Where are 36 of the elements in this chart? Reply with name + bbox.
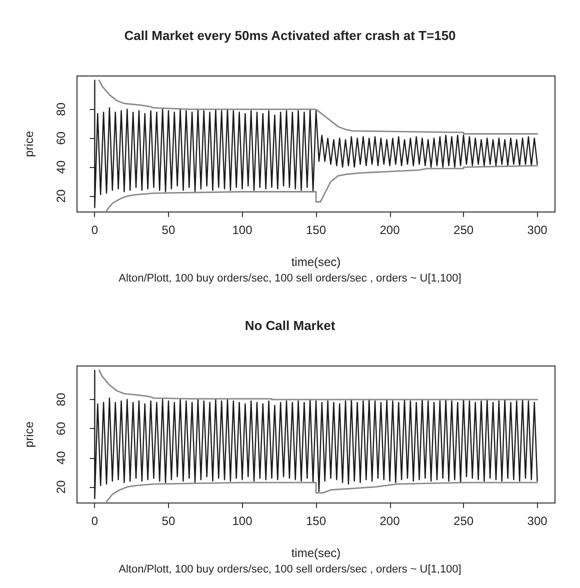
x-tick-label: 0 (91, 514, 98, 528)
x-tick-label: 250 (454, 223, 474, 237)
y-tick-label: 40 (54, 450, 68, 464)
y-tick-label: 60 (54, 422, 68, 436)
line-series (94, 370, 538, 500)
x-axis-title: time(sec) (291, 546, 341, 560)
x-tick-label: 300 (527, 223, 548, 237)
y-tick-label: 80 (54, 392, 68, 406)
y-tick-label: 20 (54, 189, 68, 203)
line-series (106, 482, 538, 502)
line-series (106, 165, 538, 212)
y-tick-label: 80 (54, 102, 68, 116)
line-series (94, 80, 538, 208)
line-series (98, 80, 538, 135)
y-tick-label: 40 (54, 160, 68, 174)
line-series (98, 370, 538, 400)
x-tick-label: 100 (232, 514, 253, 528)
x-tick-label: 250 (454, 514, 474, 528)
x-tick-label: 300 (527, 514, 548, 528)
x-tick-label: 150 (306, 223, 326, 237)
x-tick-label: 200 (380, 514, 400, 528)
x-tick-label: 150 (306, 514, 326, 528)
x-tick-label: 0 (91, 223, 98, 237)
x-tick-label: 200 (380, 223, 400, 237)
x-tick-label: 100 (232, 223, 253, 237)
y-axis-title: price (22, 130, 36, 158)
chart-title: Call Market every 50ms Activated after crash at T=150 (124, 28, 456, 43)
y-axis-title: price (22, 421, 36, 448)
chart-title: No Call Market (244, 318, 336, 333)
x-tick-label: 50 (162, 514, 176, 528)
x-tick-label: 50 (162, 223, 176, 237)
y-tick-label: 60 (54, 131, 68, 145)
text: Alton/Plott, 100 buy orders/sec, 100 sell orders/sec , orders ~ U[1,100] (118, 564, 462, 576)
y-tick-label: 20 (54, 480, 68, 494)
text: Alton/Plott, 100 buy orders/sec, 100 sell orders/sec , orders ~ U[1,100] (118, 272, 462, 284)
x-axis-title: time(sec) (291, 255, 341, 269)
